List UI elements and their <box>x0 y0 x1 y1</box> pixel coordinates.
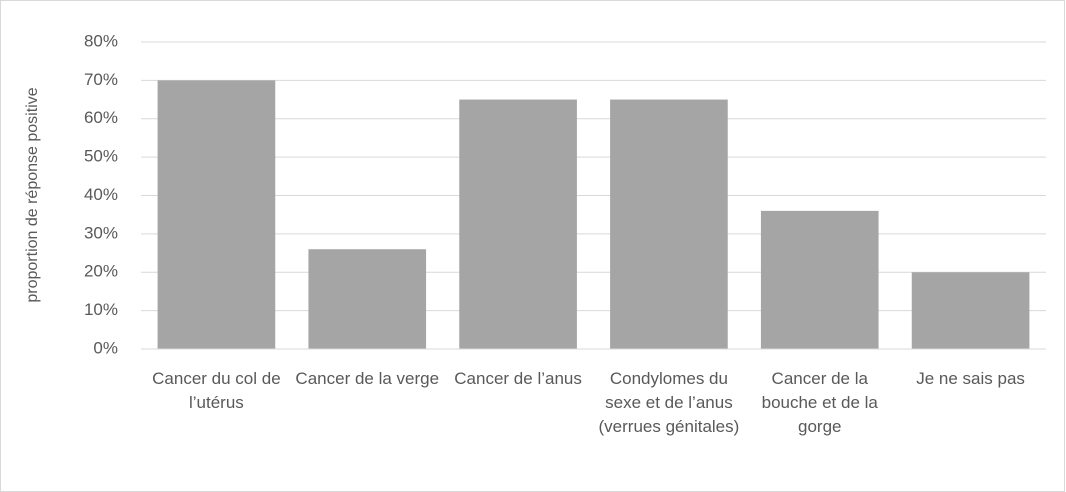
x-tick-label: Cancer de la verge <box>295 369 440 388</box>
bar <box>610 99 728 349</box>
x-tick-label: Je ne sais pas <box>916 369 1025 388</box>
bar <box>760 210 879 349</box>
y-tick-label: 80% <box>84 31 118 50</box>
y-tick-label: 50% <box>84 147 118 166</box>
y-axis-label: proportion de réponse positive <box>24 87 41 302</box>
x-tick-label: Cancer de la bouche et de la gorge <box>761 369 878 436</box>
bar <box>308 249 427 349</box>
x-tick-label: Cancer de l’anus <box>454 369 582 388</box>
x-tick-label: Cancer du col de l’utérus <box>152 369 281 412</box>
bar <box>157 80 276 349</box>
bar <box>459 99 577 349</box>
y-tick-label: 0% <box>93 338 118 357</box>
y-tick-label: 30% <box>84 223 118 242</box>
y-tick-label: 60% <box>84 108 118 127</box>
y-tick-label: 20% <box>84 262 118 281</box>
bar <box>911 272 1030 349</box>
y-tick-label: 40% <box>84 185 118 204</box>
x-tick-label: Condylomes du sexe et de l’anus (verrues… <box>598 369 740 436</box>
y-tick-label: 70% <box>84 70 118 89</box>
y-tick-label: 10% <box>84 300 118 319</box>
